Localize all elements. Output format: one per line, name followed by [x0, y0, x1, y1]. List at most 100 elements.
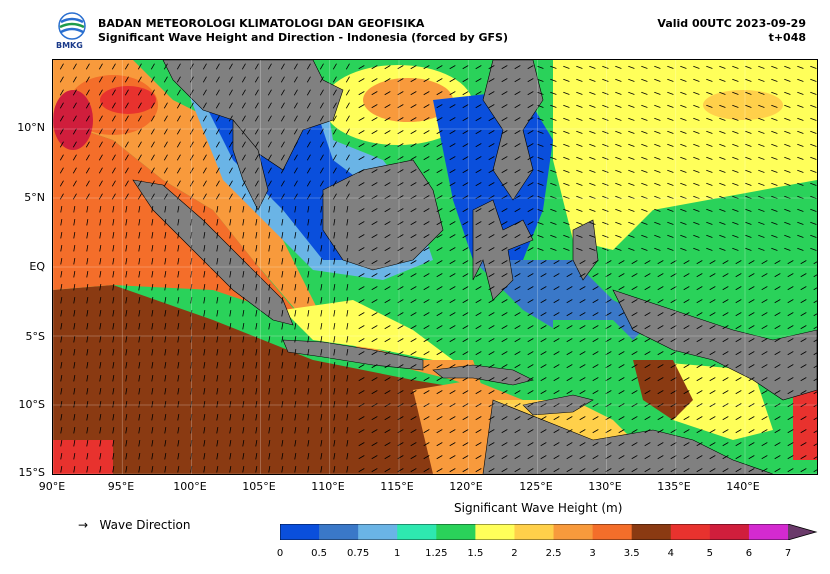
wave-arrow — [813, 456, 817, 460]
wave-arrow — [164, 440, 167, 447]
wave-arrow — [735, 299, 742, 304]
wave-arrow — [722, 325, 729, 330]
wave-arrow — [693, 130, 700, 134]
wave-arrow — [384, 338, 391, 343]
wave-arrow — [722, 364, 729, 369]
wave-arrow — [254, 193, 259, 200]
wave-arrow — [449, 221, 456, 226]
wave-arrow — [488, 377, 495, 382]
wave-arrow — [592, 468, 599, 473]
wave-arrow — [501, 299, 508, 304]
wave-arrow — [307, 349, 310, 356]
wave-arrow — [592, 325, 599, 330]
wave-arrow — [696, 299, 703, 304]
wave-arrow — [537, 156, 544, 160]
wave-arrow — [397, 260, 404, 265]
wave-arrow — [576, 156, 583, 160]
wave-arrow — [592, 416, 599, 421]
wave-arrow — [813, 430, 817, 434]
wave-arrow — [307, 362, 310, 369]
wave-arrow — [475, 182, 482, 187]
wave-arrow — [384, 377, 391, 382]
wave-arrow — [436, 286, 443, 291]
wave-arrow — [216, 388, 219, 395]
wave-arrow — [189, 102, 194, 109]
wave-arrow — [189, 76, 194, 83]
wave-arrow — [527, 390, 534, 395]
wave-arrow — [358, 221, 365, 226]
wave-arrow — [813, 326, 817, 330]
wave-arrow — [203, 219, 206, 226]
wave-arrow — [410, 273, 417, 278]
wave-arrow — [553, 455, 560, 460]
wave-arrow — [436, 325, 443, 330]
wave-arrow — [449, 468, 456, 473]
wave-arrow — [320, 258, 323, 265]
wave-arrow — [579, 312, 586, 317]
wave-arrow — [320, 284, 323, 291]
wave-arrow — [345, 128, 350, 135]
wave-arrow — [319, 115, 324, 122]
wave-arrow — [761, 299, 768, 304]
wave-arrow — [797, 65, 804, 69]
wave-arrow — [628, 91, 635, 95]
wave-arrow — [423, 156, 430, 161]
wave-arrow — [501, 338, 508, 343]
wave-arrow — [125, 297, 128, 304]
wave-arrow — [732, 169, 739, 173]
wave-arrow — [371, 364, 378, 369]
wave-arrow — [164, 401, 167, 408]
wave-arrow — [371, 442, 378, 447]
wave-arrow — [345, 63, 350, 70]
wave-arrow — [696, 351, 703, 356]
wave-arrow — [176, 154, 181, 161]
wave-arrow — [501, 143, 508, 148]
wave-arrow — [371, 91, 378, 96]
wave-arrow — [550, 182, 557, 186]
wave-arrow — [333, 401, 336, 408]
wave-arrow — [98, 154, 103, 161]
wave-arrow — [745, 169, 752, 173]
wave-arrow — [268, 453, 271, 460]
wave-arrow — [628, 104, 635, 108]
wave-arrow — [268, 271, 271, 278]
wave-arrow — [358, 338, 365, 343]
wave-arrow — [563, 234, 570, 238]
wave-arrow — [550, 130, 557, 134]
wave-arrow — [436, 104, 443, 109]
wave-arrow — [501, 182, 508, 187]
wave-arrow — [371, 429, 378, 434]
arrow-right-icon: → — [78, 518, 89, 532]
wave-arrow — [592, 364, 599, 369]
wave-arrow — [333, 323, 336, 330]
wave-arrow — [60, 219, 63, 226]
wave-arrow — [563, 91, 570, 95]
wave-arrow — [307, 258, 310, 265]
wave-arrow — [563, 208, 570, 212]
wave-arrow — [72, 128, 77, 135]
wave-arrow — [771, 208, 778, 212]
wave-arrow — [527, 169, 534, 174]
wave-arrow — [410, 130, 417, 135]
wave-arrow — [475, 156, 482, 161]
wave-arrow — [706, 143, 713, 147]
wave-arrow — [592, 351, 599, 356]
wave-arrow — [449, 351, 456, 356]
wave-arrow — [602, 104, 609, 108]
wave-arrow — [436, 182, 443, 187]
wave-arrow — [294, 362, 297, 369]
wave-arrow — [397, 78, 404, 83]
wave-arrow — [397, 299, 404, 304]
wave-arrow — [761, 468, 768, 473]
wave-arrow — [177, 284, 180, 291]
wave-arrow — [758, 78, 765, 82]
wave-arrow — [563, 130, 570, 134]
wave-arrow — [735, 286, 742, 291]
wave-arrow — [86, 323, 89, 330]
wave-arrow — [189, 89, 194, 96]
wave-arrow — [745, 221, 752, 225]
wave-arrow — [527, 195, 534, 200]
wave-arrow — [787, 351, 794, 356]
wave-arrow — [618, 273, 625, 278]
wave-arrow — [86, 349, 89, 356]
